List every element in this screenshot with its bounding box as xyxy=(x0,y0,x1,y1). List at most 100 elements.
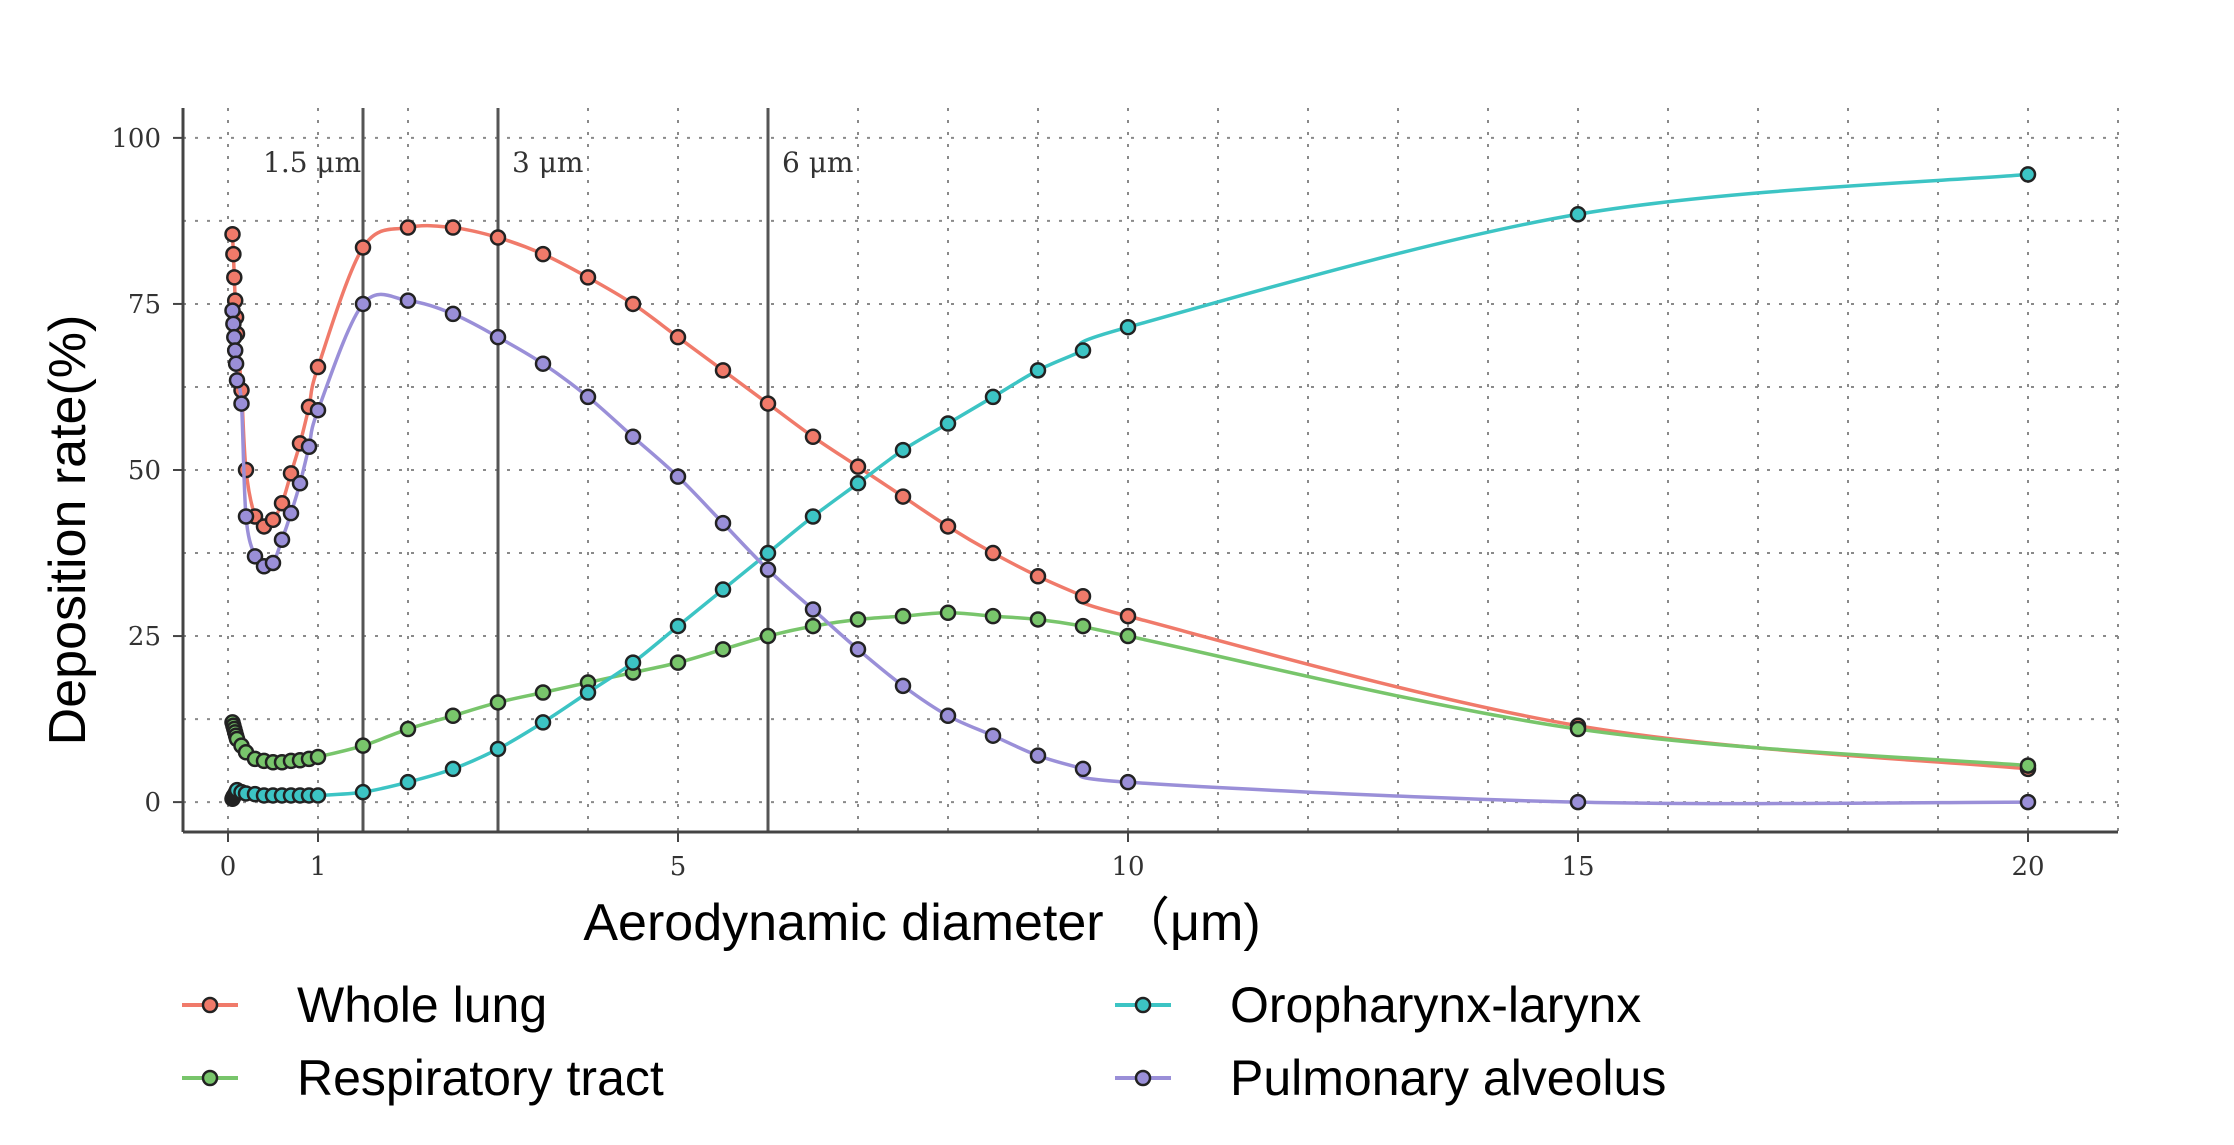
data-point-pulmonary-alveolus xyxy=(894,677,912,695)
data-point-oropharynx-larynx xyxy=(669,617,687,635)
legend-item-oropharynx-larynx: Oropharynx-larynx xyxy=(1115,977,1641,1033)
data-point-respiratory-tract xyxy=(1029,611,1047,628)
reference-line-label: 3 μm xyxy=(512,146,583,179)
data-point-whole-lung xyxy=(489,229,507,246)
series-layer xyxy=(224,166,2037,811)
series-oropharynx-larynx xyxy=(224,166,2037,808)
y-tick-label: 100 xyxy=(111,124,161,154)
x-tick-label: 15 xyxy=(1561,852,1594,882)
data-point-oropharynx-larynx xyxy=(939,415,957,432)
reference-line-label: 1.5 μm xyxy=(263,146,361,179)
legend: Whole lung Respiratory tract Oropharynx-la… xyxy=(182,977,1666,1106)
data-point-pulmonary-alveolus xyxy=(444,305,462,323)
data-point-respiratory-tract xyxy=(849,611,867,628)
data-point-respiratory-tract xyxy=(894,607,912,625)
data-point-whole-lung xyxy=(309,358,327,376)
data-point-pulmonary-alveolus xyxy=(759,561,777,578)
data-point-respiratory-tract xyxy=(309,748,327,766)
x-tick-label: 10 xyxy=(1111,852,1144,882)
data-point-whole-lung xyxy=(579,269,597,286)
data-point-pulmonary-alveolus xyxy=(939,707,957,725)
data-point-whole-lung xyxy=(1119,607,1137,625)
legend-swatch-marker xyxy=(201,996,219,1014)
legend-swatch-marker xyxy=(1134,996,1152,1014)
data-point-oropharynx-larynx xyxy=(534,714,552,731)
y-tick-label: 75 xyxy=(128,290,161,320)
data-point-pulmonary-alveolus xyxy=(579,388,597,406)
data-point-respiratory-tract xyxy=(939,604,957,622)
data-point-oropharynx-larynx xyxy=(1569,206,1587,223)
data-point-pulmonary-alveolus xyxy=(273,531,291,548)
data-point-respiratory-tract xyxy=(669,654,687,671)
grid xyxy=(183,108,2119,832)
data-point-oropharynx-larynx xyxy=(714,581,732,598)
data-point-pulmonary-alveolus xyxy=(399,292,417,309)
data-point-oropharynx-larynx xyxy=(579,684,597,701)
y-tick-label: 0 xyxy=(144,788,161,818)
y-tick-label: 50 xyxy=(128,456,161,486)
data-point-whole-lung xyxy=(225,245,242,263)
data-point-whole-lung xyxy=(399,219,417,236)
x-tick-label: 0 xyxy=(220,852,237,882)
data-point-oropharynx-larynx xyxy=(1119,318,1137,336)
series-line-pulmonary-alveolus xyxy=(230,292,2029,806)
data-point-pulmonary-alveolus xyxy=(264,554,282,572)
legend-label: Oropharynx-larynx xyxy=(1230,977,1641,1033)
data-point-respiratory-tract xyxy=(804,617,822,635)
data-point-pulmonary-alveolus xyxy=(224,302,241,319)
legend-label: Whole lung xyxy=(297,977,547,1033)
legend-swatch-marker xyxy=(1134,1069,1152,1087)
data-point-pulmonary-alveolus xyxy=(225,315,242,333)
data-point-whole-lung xyxy=(849,458,867,475)
data-point-oropharynx-larynx xyxy=(309,787,327,804)
data-point-oropharynx-larynx xyxy=(894,441,912,459)
data-point-pulmonary-alveolus xyxy=(534,355,552,372)
data-point-respiratory-tract xyxy=(984,607,1002,625)
data-point-respiratory-tract xyxy=(2019,757,2037,774)
data-point-whole-lung xyxy=(1074,587,1092,605)
data-point-pulmonary-alveolus xyxy=(291,475,309,492)
data-point-respiratory-tract xyxy=(1569,720,1587,738)
data-point-oropharynx-larynx xyxy=(489,740,507,758)
data-point-oropharynx-larynx xyxy=(1074,342,1092,359)
data-point-whole-lung xyxy=(714,362,732,379)
data-point-whole-lung xyxy=(226,269,243,286)
legend-swatch-marker xyxy=(201,1069,219,1087)
data-point-oropharynx-larynx xyxy=(1029,362,1047,379)
data-point-pulmonary-alveolus xyxy=(282,504,300,522)
data-point-pulmonary-alveolus xyxy=(1029,747,1047,764)
data-point-pulmonary-alveolus xyxy=(624,428,642,446)
data-point-respiratory-tract xyxy=(534,684,552,701)
data-point-oropharynx-larynx xyxy=(849,475,867,492)
x-tick-label: 5 xyxy=(670,852,687,882)
data-point-whole-lung xyxy=(669,328,687,346)
data-point-pulmonary-alveolus xyxy=(1119,773,1137,791)
data-point-respiratory-tract xyxy=(714,641,732,658)
data-point-respiratory-tract xyxy=(759,627,777,645)
data-point-respiratory-tract xyxy=(354,737,372,754)
data-point-pulmonary-alveolus xyxy=(984,727,1002,744)
data-point-pulmonary-alveolus xyxy=(246,548,264,565)
data-point-pulmonary-alveolus xyxy=(849,641,867,658)
data-point-whole-lung xyxy=(224,225,241,243)
data-point-oropharynx-larynx xyxy=(399,773,417,791)
x-tick-label: 20 xyxy=(2011,852,2044,882)
data-point-whole-lung xyxy=(894,488,912,505)
data-point-whole-lung xyxy=(624,295,642,313)
data-point-whole-lung xyxy=(939,518,957,535)
data-point-pulmonary-alveolus xyxy=(1569,793,1587,811)
data-point-whole-lung xyxy=(1029,568,1047,585)
legend-label: Respiratory tract xyxy=(297,1050,664,1106)
data-point-whole-lung xyxy=(282,465,300,482)
data-point-whole-lung xyxy=(984,544,1002,562)
data-point-pulmonary-alveolus xyxy=(489,328,507,346)
reference-lines: 1.5 μm 3 μm 6 μm xyxy=(263,108,853,832)
data-point-pulmonary-alveolus xyxy=(1074,760,1092,778)
legend-item-whole-lung: Whole lung xyxy=(182,977,547,1033)
data-point-whole-lung xyxy=(354,239,372,256)
data-point-pulmonary-alveolus xyxy=(233,395,250,412)
data-point-respiratory-tract xyxy=(399,720,417,738)
data-point-whole-lung xyxy=(759,395,777,412)
x-axis-title: Aerodynamic diameter （μm) xyxy=(583,894,1260,952)
